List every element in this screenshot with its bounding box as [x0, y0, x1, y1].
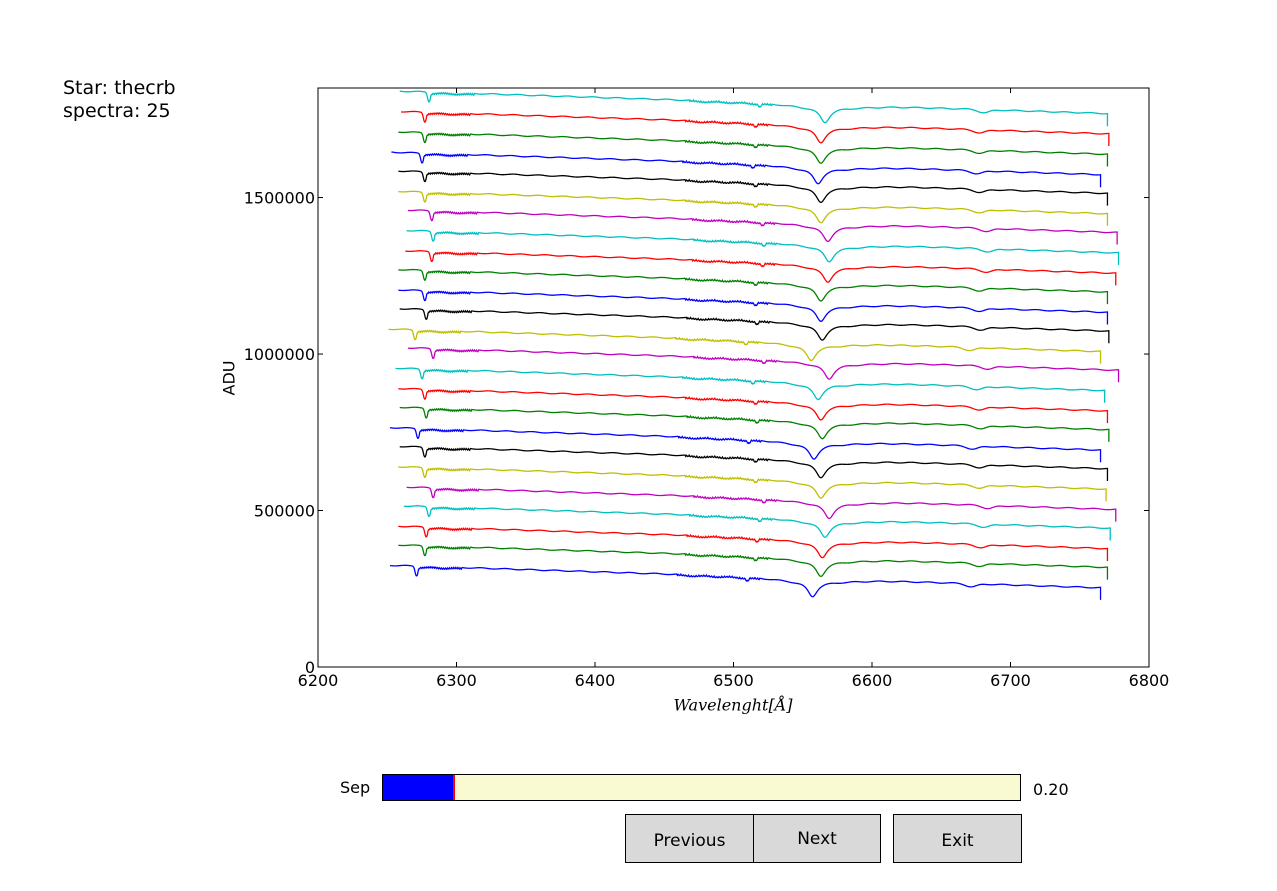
spectrum-line-8 [389, 426, 1102, 463]
spectrum-line-15 [398, 289, 1109, 325]
spectrum-line-16 [398, 268, 1109, 305]
spectrum-line-25 [399, 90, 1109, 127]
sep-slider-value: 0.20 [1033, 780, 1069, 799]
spectrum-line-20 [398, 190, 1109, 226]
spectrum-line-21 [398, 170, 1109, 206]
spectrum-line-6 [398, 466, 1107, 502]
x-axis-label: Wavelenght[Å] [673, 695, 793, 715]
spectrum-line-9 [399, 406, 1110, 442]
sep-slider-fill [383, 775, 455, 800]
x-tick-label: 6300 [436, 671, 477, 690]
spectrum-line-23 [398, 131, 1109, 167]
spectrum-line-12 [407, 347, 1120, 383]
spectrum-line-3 [398, 525, 1109, 561]
spectrum-line-14 [399, 308, 1110, 344]
y-tick-label: 1500000 [244, 189, 315, 208]
x-tick-label: 6500 [713, 671, 754, 690]
y-tick-label: 1000000 [244, 345, 315, 364]
spectrum-line-4 [403, 505, 1111, 541]
axes-frame [317, 87, 1150, 668]
spectrum-line-5 [406, 486, 1117, 522]
series-layer [388, 90, 1120, 600]
x-tick-label: 6800 [1129, 671, 1170, 690]
exit-button[interactable]: Exit [893, 814, 1022, 863]
spectrum-line-24 [401, 110, 1110, 146]
spectrum-line-10 [398, 387, 1109, 424]
spectrum-line-7 [399, 445, 1109, 481]
ticks-layer: 6200 6300 6400 6500 6600 6700 6800 0 500000 10000… [244, 88, 1170, 690]
star-info: Star: thecrb spectra: 25 [63, 77, 176, 123]
y-tick-label: 0 [305, 658, 315, 677]
previous-button[interactable]: Previous [625, 814, 754, 863]
next-button[interactable]: Next [753, 814, 881, 863]
spectra-count-text: spectra: 25 [63, 100, 171, 122]
spectrum-line-11 [395, 367, 1106, 403]
x-tick-label: 6600 [852, 671, 893, 690]
x-tick-label: 6200 [298, 671, 339, 690]
x-tick-label: 6700 [990, 671, 1031, 690]
spectrum-line-2 [398, 544, 1109, 580]
spectrum-line-22 [391, 151, 1102, 188]
spectrum-line-1 [389, 564, 1102, 600]
y-axis-label: ADU [219, 360, 239, 396]
star-name-text: Star: thecrb [63, 77, 176, 99]
spectrum-line-18 [406, 229, 1120, 265]
spectrum-line-13 [388, 328, 1102, 364]
sep-slider-label: Sep [340, 778, 371, 797]
y-tick-label: 500000 [254, 502, 315, 521]
x-tick-label: 6400 [575, 671, 616, 690]
spectrum-line-17 [405, 250, 1117, 286]
sep-slider[interactable] [382, 774, 1021, 801]
spectrum-line-19 [407, 209, 1118, 245]
